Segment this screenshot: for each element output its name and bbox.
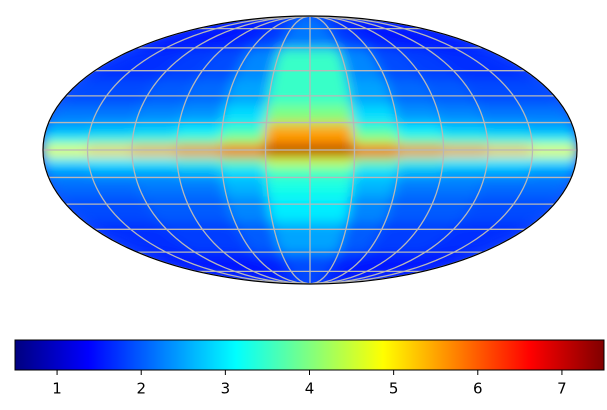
map-cell xyxy=(441,134,489,146)
map-outline xyxy=(42,15,578,285)
map-cell xyxy=(353,134,400,146)
map-cell xyxy=(221,176,270,197)
map-cell xyxy=(86,134,135,146)
map-cell xyxy=(395,121,444,137)
map-cell xyxy=(265,103,311,124)
map-cell xyxy=(221,103,270,124)
map-cell xyxy=(264,134,311,146)
map-cell xyxy=(220,134,267,146)
map-cell xyxy=(264,154,311,166)
map-cell xyxy=(352,121,400,137)
colorbar-tick-label: 3 xyxy=(221,380,231,398)
graticule xyxy=(43,16,577,284)
map-cell xyxy=(86,154,135,166)
map-cell xyxy=(43,154,90,166)
map-cell xyxy=(220,163,268,179)
map-cell xyxy=(87,163,138,179)
map-cell xyxy=(530,134,577,146)
map-cell xyxy=(220,154,267,166)
map-cell xyxy=(397,134,445,146)
colorbar-tick-label: 5 xyxy=(389,380,399,398)
map-cell xyxy=(176,121,225,137)
map-cell xyxy=(309,176,355,197)
map-cell xyxy=(266,77,311,106)
map-cell xyxy=(178,103,228,124)
map-cell xyxy=(485,154,534,166)
map-cell xyxy=(175,134,223,146)
map-cell xyxy=(175,154,223,166)
colorbar-tick-label: 4 xyxy=(305,380,315,398)
map-cell xyxy=(309,163,356,179)
map-cell xyxy=(350,176,399,197)
colorbar-tick-label: 1 xyxy=(52,380,62,398)
map-cell xyxy=(434,103,486,124)
map-cell xyxy=(350,103,399,124)
map-cell xyxy=(43,121,94,137)
map-cell xyxy=(441,154,489,166)
map-cell xyxy=(352,163,400,179)
colorbar-axis: 1 2 3 4 5 6 7 xyxy=(52,370,567,398)
map-cell xyxy=(43,163,94,179)
map-cell xyxy=(264,121,311,137)
map-cell xyxy=(482,121,533,137)
map-cell xyxy=(220,121,268,137)
map-cell xyxy=(266,194,311,223)
map-cell xyxy=(131,154,179,166)
map-cell xyxy=(397,154,445,166)
map-cell xyxy=(353,154,400,166)
colorbar-tick-label: 7 xyxy=(557,380,567,398)
map-cell xyxy=(395,163,444,179)
map-cell xyxy=(526,121,577,137)
map-cell xyxy=(87,121,138,137)
map-cell xyxy=(134,103,186,124)
map-cell xyxy=(439,163,489,179)
map-cell xyxy=(178,176,228,197)
map-cell xyxy=(131,163,181,179)
map-cell xyxy=(131,121,181,137)
colorbar-tick-label: 2 xyxy=(136,380,146,398)
map-cell xyxy=(392,176,442,197)
map-cell xyxy=(526,163,577,179)
map-cell xyxy=(482,163,533,179)
map-cell xyxy=(309,194,354,223)
map-cell xyxy=(439,121,489,137)
map-cell xyxy=(134,176,186,197)
colorbar xyxy=(14,339,605,371)
map-cell xyxy=(309,103,355,124)
map-cell xyxy=(309,121,356,137)
sky-map xyxy=(43,16,577,284)
map-cell xyxy=(309,154,356,166)
colorbar-tick-label: 6 xyxy=(473,380,483,398)
map-cell xyxy=(392,103,442,124)
map-cell xyxy=(265,176,311,197)
map-cell xyxy=(309,134,356,146)
map-cell xyxy=(485,134,534,146)
map-cell xyxy=(131,134,179,146)
map-cell xyxy=(530,154,577,166)
map-cell xyxy=(264,163,311,179)
map-cell xyxy=(434,176,486,197)
map-cell xyxy=(176,163,225,179)
map-cell xyxy=(43,134,90,146)
map-cell xyxy=(309,77,354,106)
